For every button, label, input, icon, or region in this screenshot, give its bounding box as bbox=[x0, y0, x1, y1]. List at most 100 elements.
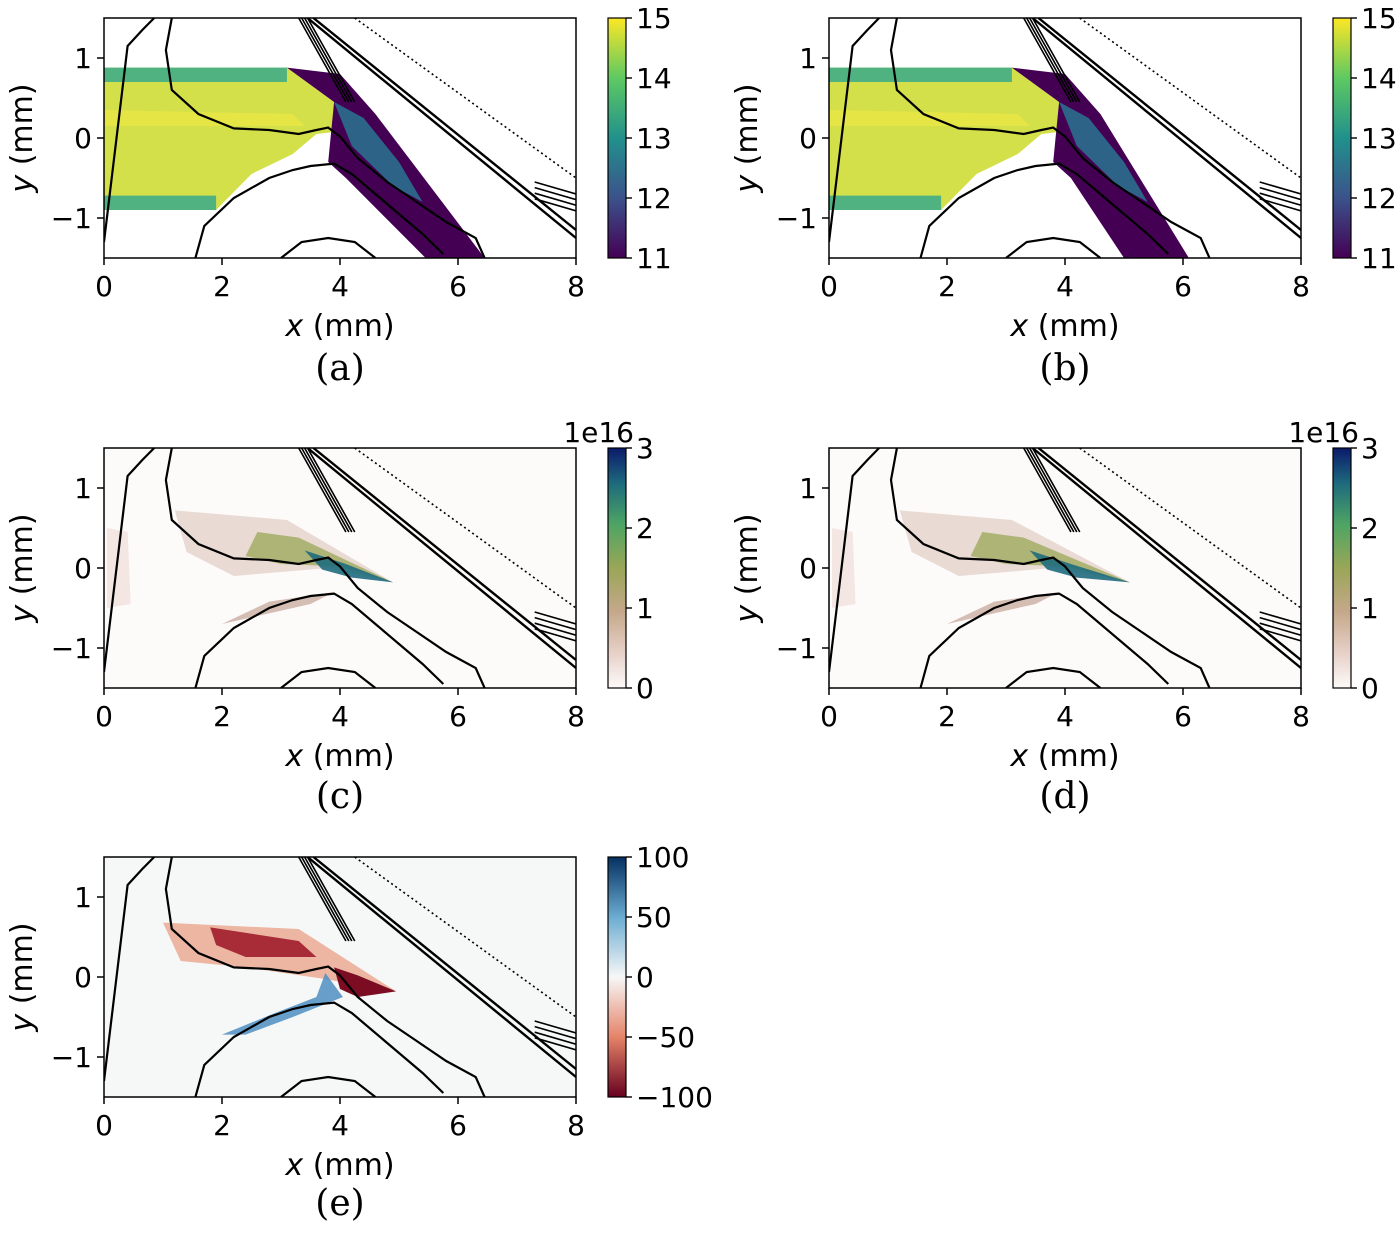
density-inlet bbox=[107, 528, 131, 608]
density-inlet bbox=[832, 528, 856, 608]
colorbar-tick-label: 0 bbox=[636, 961, 654, 994]
plate-edge-line bbox=[306, 18, 576, 239]
x-tick-label: 0 bbox=[820, 270, 838, 303]
plate-edge-line bbox=[1079, 448, 1301, 609]
colorbar bbox=[1332, 17, 1352, 259]
lower-contour bbox=[919, 162, 1170, 258]
y-axis-unit: (mm) bbox=[5, 513, 40, 604]
x-axis-unit: (mm) bbox=[1028, 739, 1119, 774]
electrode-line bbox=[1023, 448, 1072, 533]
colorbar-tick-label: 12 bbox=[1361, 182, 1397, 215]
electrode-line bbox=[1259, 628, 1301, 642]
density-lower-sheath bbox=[947, 592, 1060, 624]
bottom-arc-contour bbox=[1005, 666, 1102, 688]
y-tick-label: 1 bbox=[74, 881, 92, 914]
plot-area bbox=[104, 18, 576, 258]
x-tick-label: 2 bbox=[938, 270, 956, 303]
difference-negative-tip bbox=[334, 967, 397, 997]
y-tick-label: −1 bbox=[51, 632, 92, 665]
electrode-line bbox=[534, 198, 576, 212]
body-contour bbox=[889, 448, 1211, 688]
x-axis-unit: (mm) bbox=[303, 309, 394, 344]
plot-area bbox=[829, 18, 1301, 258]
x-axis-variable: x bbox=[1009, 309, 1028, 344]
y-tick-label: −1 bbox=[51, 202, 92, 235]
x-tick-label: 0 bbox=[820, 700, 838, 733]
jet-plume-core bbox=[1059, 102, 1148, 202]
plate-edge-line bbox=[1037, 448, 1301, 661]
electrode-line bbox=[1259, 198, 1301, 212]
electrode-line bbox=[303, 857, 353, 942]
electrode-line bbox=[1028, 18, 1078, 103]
x-tick-label: 6 bbox=[449, 1109, 467, 1142]
plot-area bbox=[104, 448, 576, 688]
jet-bright-band bbox=[104, 110, 305, 126]
colorbar-multiplier: 1e16 bbox=[563, 416, 634, 449]
bottom-arc-contour bbox=[280, 1075, 377, 1097]
colorbar-tick-label: 12 bbox=[636, 182, 672, 215]
lower-contour bbox=[194, 1001, 445, 1097]
x-tick-label: 6 bbox=[449, 270, 467, 303]
y-tick-label: −1 bbox=[51, 1041, 92, 1074]
electrode-line bbox=[534, 1037, 576, 1051]
colorbar-tick-label: 15 bbox=[636, 2, 672, 35]
density-peak bbox=[1029, 550, 1130, 583]
x-tick-label: 8 bbox=[567, 700, 585, 733]
colorbar-tick-label: 3 bbox=[636, 432, 654, 465]
x-tick-label: 6 bbox=[1174, 700, 1192, 733]
colorbar bbox=[607, 856, 627, 1098]
x-tick-label: 2 bbox=[213, 700, 231, 733]
x-axis-label: x (mm) bbox=[1009, 739, 1119, 774]
x-tick-label: 2 bbox=[213, 270, 231, 303]
y-axis-label: y (mm) bbox=[5, 83, 40, 193]
plot-area bbox=[104, 857, 576, 1097]
electrode-line bbox=[1259, 186, 1301, 201]
colorbar-tick-label: 2 bbox=[1361, 512, 1379, 545]
x-axis-variable: x bbox=[1009, 739, 1028, 774]
y-axis-variable: y bbox=[5, 1013, 40, 1033]
colorbar-tick-label: 0 bbox=[1361, 672, 1379, 705]
y-tick-label: 0 bbox=[74, 552, 92, 585]
x-axis-unit: (mm) bbox=[303, 739, 394, 774]
electrode-line bbox=[534, 1025, 576, 1040]
electrode-line bbox=[303, 448, 353, 533]
y-tick-label: −1 bbox=[776, 632, 817, 665]
colorbar-tick-label: 3 bbox=[1361, 432, 1379, 465]
density-lower-sheath bbox=[222, 592, 335, 624]
electrode-line bbox=[1031, 448, 1081, 533]
y-tick-label: 1 bbox=[799, 472, 817, 505]
y-axis-unit: (mm) bbox=[5, 83, 40, 174]
y-axis-unit: (mm) bbox=[5, 922, 40, 1013]
colorbar-tick-label: 0 bbox=[636, 672, 654, 705]
x-tick-label: 0 bbox=[95, 1109, 113, 1142]
plate-edge-line bbox=[354, 857, 576, 1018]
electrode-line bbox=[1023, 18, 1072, 103]
electrode-line bbox=[534, 1031, 576, 1045]
colorbar-tick-label: −100 bbox=[636, 1081, 713, 1114]
x-tick-label: 0 bbox=[95, 270, 113, 303]
body-contour bbox=[164, 18, 486, 258]
electrode-line bbox=[1259, 611, 1301, 625]
electrode-line bbox=[306, 857, 356, 942]
x-tick-label: 0 bbox=[95, 700, 113, 733]
plot-area bbox=[829, 448, 1301, 688]
y-tick-label: 0 bbox=[74, 122, 92, 155]
electrode-line bbox=[298, 857, 347, 942]
electrode-line bbox=[534, 622, 576, 636]
jet-lower-edge bbox=[104, 195, 217, 210]
colorbar-tick-label: 13 bbox=[1361, 122, 1397, 155]
x-tick-label: 6 bbox=[1174, 270, 1192, 303]
lower-contour bbox=[194, 592, 445, 688]
electrode-line bbox=[534, 1020, 576, 1034]
electrode-line bbox=[1259, 192, 1301, 206]
jet-core bbox=[104, 67, 352, 210]
top-left-contour bbox=[104, 18, 155, 243]
electrode-line bbox=[300, 448, 350, 533]
electrode-line bbox=[1259, 181, 1301, 195]
electrode-line bbox=[534, 628, 576, 642]
electrode-line bbox=[300, 18, 350, 103]
x-tick-label: 2 bbox=[938, 700, 956, 733]
colorbar-tick-label: 1 bbox=[1361, 592, 1379, 625]
